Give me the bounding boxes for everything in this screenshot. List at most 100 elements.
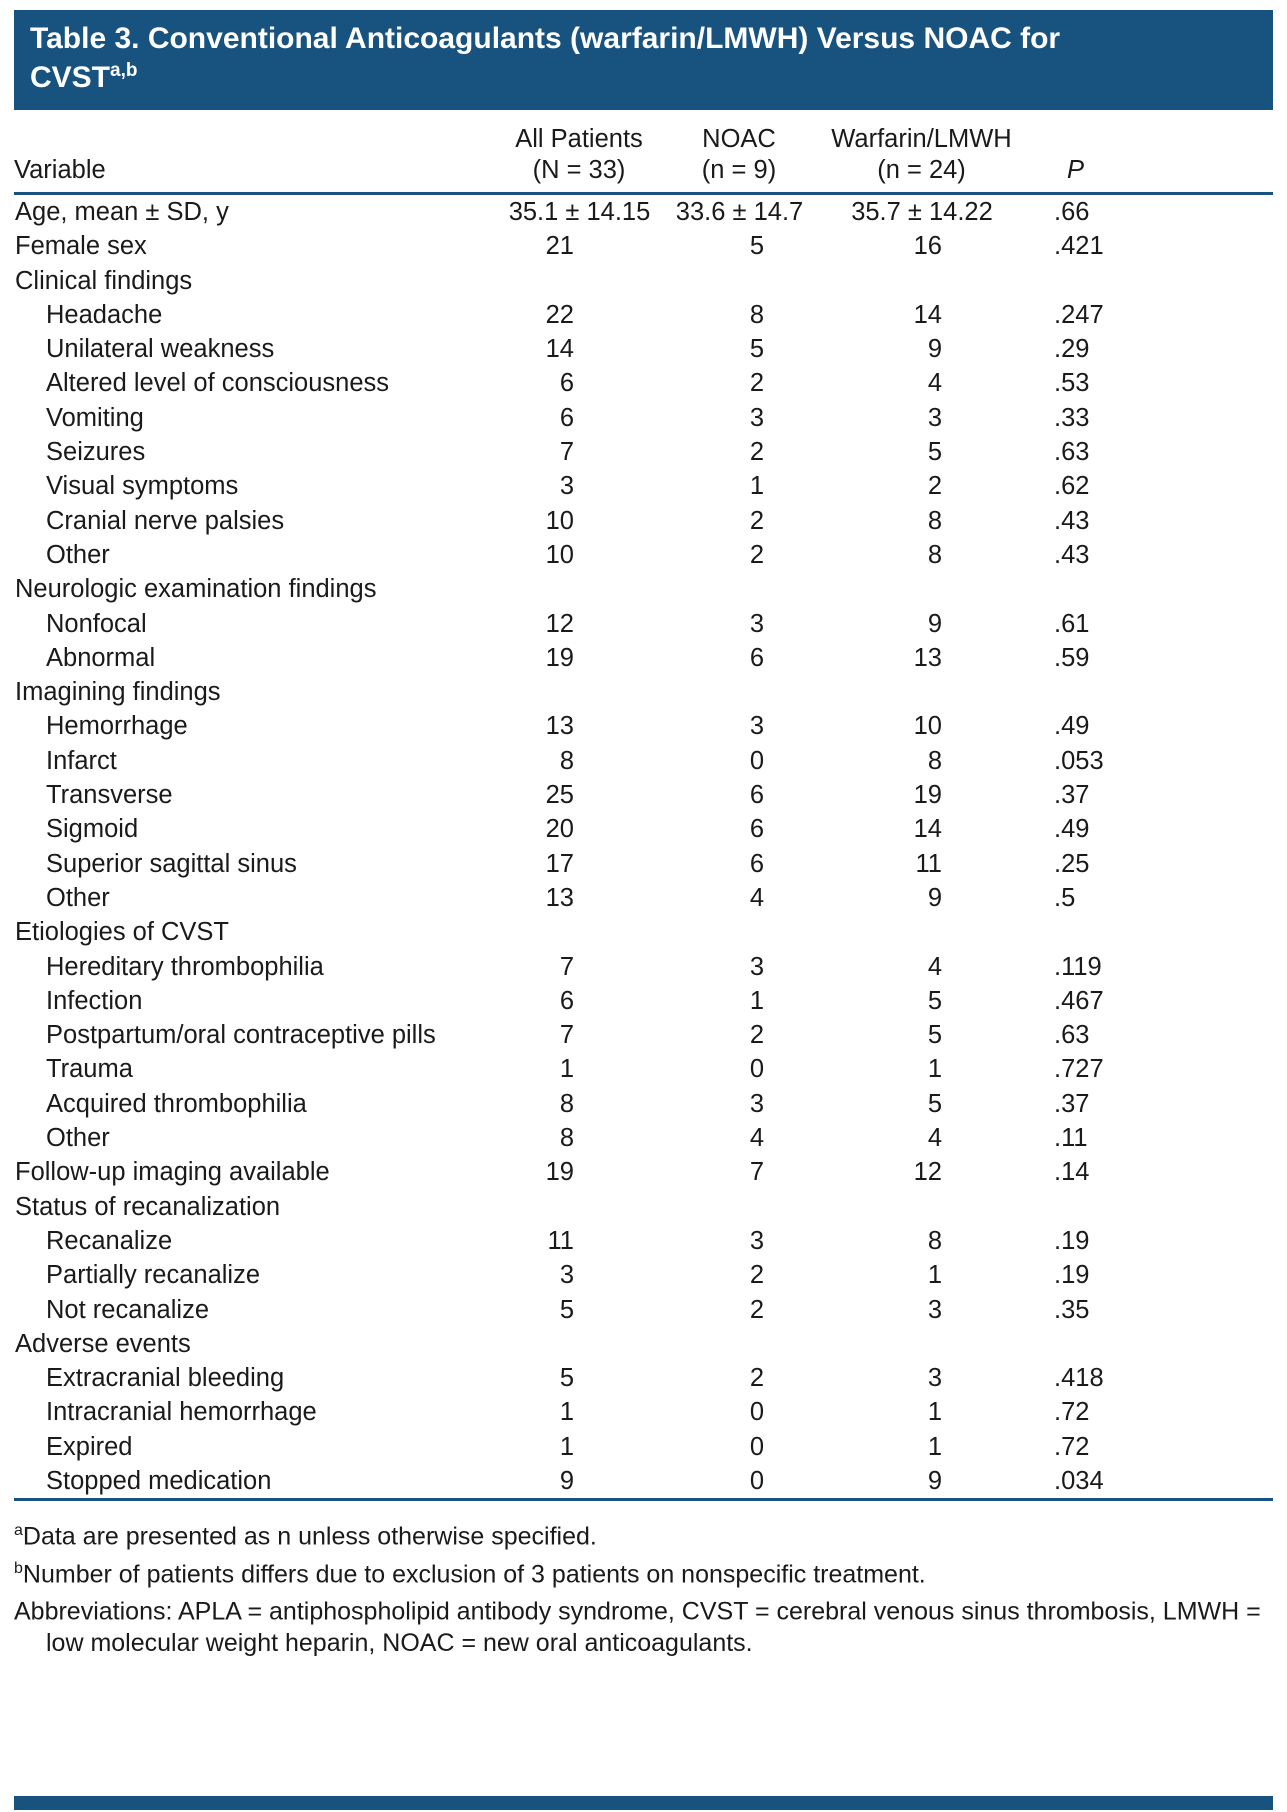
cell-all-patients: 7 (559, 1021, 574, 1050)
cell-p-value: .5 (1054, 883, 1076, 912)
cell-all-patients: 10 (545, 540, 574, 569)
table-row: Visual symptoms 3 1 2 .62 (14, 469, 1273, 503)
footnote-line: bNumber of patients differs due to exclu… (14, 1553, 1273, 1590)
row-label: Stopped medication (46, 1466, 272, 1495)
table-row: Etiologies of CVST (14, 915, 1273, 949)
cell-all-patients: 8 (559, 1124, 574, 1153)
cell-warfarin-lmwh: 11 (915, 849, 942, 878)
table-title-text: Table 3. Conventional Anticoagulants (wa… (30, 22, 1061, 94)
cell-warfarin-lmwh: 9 (927, 883, 942, 912)
row-label: Status of recanalization (15, 1192, 281, 1221)
cell-all-patients: 1 (559, 1432, 574, 1461)
footnotes: aData are presented as n unless otherwis… (14, 1515, 1273, 1659)
cell-all-patients: 7 (559, 438, 574, 467)
cell-p-value (1029, 1190, 1273, 1224)
cell-p-value: .53 (1054, 369, 1090, 398)
table-row: Intracranial hemorrhage 1 0 1 .72 (14, 1395, 1273, 1429)
row-label: Not recanalize (46, 1295, 209, 1324)
footnote-text: Number of patients differs due to exclus… (22, 1559, 926, 1588)
cell-noac (664, 572, 814, 606)
cell-p-value: .49 (1054, 815, 1090, 844)
cell-warfarin-lmwh: 8 (927, 1226, 942, 1255)
table-row: Female sex 21 5 16 .421 (14, 229, 1273, 263)
cell-p-value: .14 (1054, 1158, 1090, 1187)
cell-p-value: .29 (1054, 335, 1090, 364)
cell-all-patients: 22 (545, 300, 574, 329)
cell-all-patients: 6 (559, 369, 574, 398)
table-row: Infection 6 1 5 .467 (14, 984, 1273, 1018)
table-row: Status of recanalization (14, 1190, 1273, 1224)
cell-p-value: .034 (1054, 1466, 1104, 1495)
cell-p-value (1029, 264, 1273, 298)
row-label: Acquired thrombophilia (46, 1089, 307, 1118)
row-label: Abnormal (46, 643, 156, 672)
row-label: Partially recanalize (46, 1261, 261, 1290)
cell-warfarin-lmwh: 8 (927, 746, 942, 775)
cell-noac: 2 (749, 1364, 764, 1393)
cell-noac: 2 (749, 1261, 764, 1290)
cell-noac: 7 (749, 1158, 764, 1187)
cell-warfarin-lmwh: 35.7 ± 14.22 (851, 198, 993, 226)
cell-p-value (1029, 572, 1273, 606)
cell-warfarin-lmwh: 9 (927, 1466, 942, 1495)
table-row: Stopped medication 9 0 9 .034 (14, 1464, 1273, 1500)
cell-all-patients (494, 572, 664, 606)
table-row: Neurologic examination findings (14, 572, 1273, 606)
cell-noac (664, 264, 814, 298)
bottom-rule-bar (14, 1796, 1273, 1810)
table-row: Hemorrhage 13 3 10 .49 (14, 709, 1273, 743)
cell-all-patients: 21 (545, 232, 574, 261)
table-row: Not recanalize 5 2 3 .35 (14, 1293, 1273, 1327)
row-label: Hemorrhage (46, 712, 188, 741)
cell-p-value: .727 (1054, 1055, 1104, 1084)
cell-noac (664, 675, 814, 709)
cell-noac: 1 (749, 472, 764, 501)
cell-warfarin-lmwh: 13 (913, 643, 942, 672)
row-label: Age, mean ± SD, y (15, 198, 229, 226)
cell-noac: 2 (749, 438, 764, 467)
cell-p-value: .43 (1054, 540, 1090, 569)
cell-noac: 0 (749, 1055, 764, 1084)
table-row: Other 13 4 9 .5 (14, 881, 1273, 915)
table-row: Transverse 25 6 19 .37 (14, 778, 1273, 812)
cell-noac (664, 1190, 814, 1224)
cell-noac: 3 (749, 609, 764, 638)
row-label: Vomiting (46, 403, 144, 432)
table-row: Expired 1 0 1 .72 (14, 1430, 1273, 1464)
table-row: Sigmoid 20 6 14 .49 (14, 812, 1273, 846)
cell-all-patients: 3 (559, 472, 574, 501)
row-label: Neurologic examination findings (15, 575, 377, 604)
row-label: Headache (46, 300, 163, 329)
cell-warfarin-lmwh: 1 (927, 1055, 942, 1084)
cell-warfarin-lmwh: 10 (913, 712, 942, 741)
cell-warfarin-lmwh: 4 (927, 1124, 942, 1153)
cell-p-value (1029, 1327, 1273, 1361)
cell-warfarin-lmwh (814, 675, 1029, 709)
row-label: Female sex (15, 232, 147, 261)
cell-warfarin-lmwh: 5 (927, 438, 942, 467)
col-header-variable: Variable (14, 110, 494, 195)
cell-warfarin-lmwh: 2 (927, 472, 942, 501)
table-row: Hereditary thrombophilia 7 3 4 .119 (14, 950, 1273, 984)
cell-all-patients: 5 (559, 1364, 574, 1393)
cell-p-value: .119 (1054, 952, 1102, 981)
cell-p-value: .72 (1054, 1432, 1090, 1461)
cell-warfarin-lmwh: 3 (927, 403, 942, 432)
cell-all-patients: 13 (545, 712, 574, 741)
cell-all-patients: 6 (559, 986, 574, 1015)
table-row: Superior sagittal sinus 17 6 11 .25 (14, 847, 1273, 881)
row-label: Recanalize (46, 1226, 173, 1255)
cell-warfarin-lmwh: 12 (913, 1158, 942, 1187)
table-row: Headache 22 8 14 .247 (14, 298, 1273, 332)
footnote-line: aData are presented as n unless otherwis… (14, 1515, 1273, 1552)
cell-noac (664, 1327, 814, 1361)
cell-noac: 4 (749, 1124, 764, 1153)
table-row: Postpartum/oral contraceptive pills 7 2 … (14, 1018, 1273, 1052)
cell-warfarin-lmwh: 3 (927, 1295, 942, 1324)
cell-noac: 3 (749, 1089, 764, 1118)
row-label: Sigmoid (46, 815, 139, 844)
cell-warfarin-lmwh (814, 1190, 1029, 1224)
table-title-band: Table 3. Conventional Anticoagulants (wa… (14, 10, 1273, 110)
cell-p-value: .63 (1054, 438, 1090, 467)
cell-warfarin-lmwh: 8 (927, 540, 942, 569)
